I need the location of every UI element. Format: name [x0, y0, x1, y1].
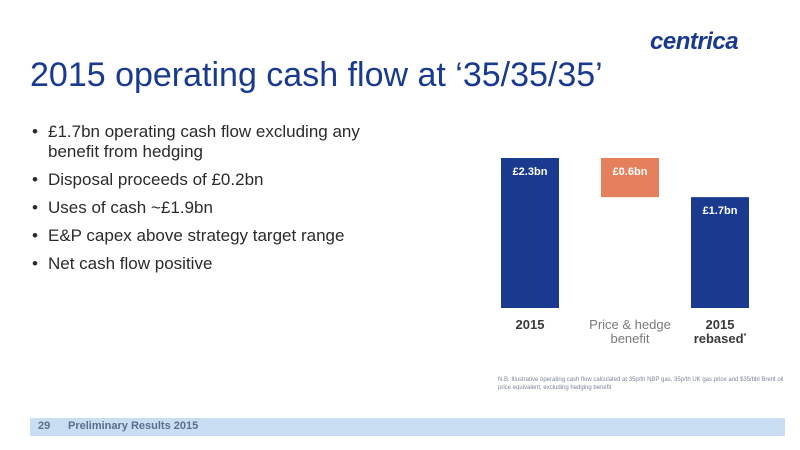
- bullet-marker: •: [32, 170, 38, 189]
- category-label: rebased*: [694, 331, 747, 346]
- bullet-item: • £1.7bn operating cash flow excluding an…: [32, 122, 360, 161]
- bullet-marker: •: [32, 254, 38, 273]
- category-label: 2015: [706, 317, 735, 332]
- bar-1: [501, 158, 559, 308]
- bar-2: [601, 158, 659, 198]
- category-label: 2015: [516, 317, 545, 332]
- data-label: £0.6bn: [613, 166, 648, 178]
- bar-3: [691, 197, 749, 308]
- bullet-item: • Net cash flow positive: [32, 254, 213, 273]
- data-label: £2.3bn: [513, 166, 548, 178]
- bullet-item: • E&P capex above strategy target range: [32, 226, 345, 245]
- bullet-marker: •: [32, 198, 38, 217]
- bullet-item: • Uses of cash ~£1.9bn: [32, 198, 213, 217]
- slide-title: 2015 operating cash flow at ‘35/35/35’: [30, 56, 603, 94]
- bullet-marker: •: [32, 122, 38, 141]
- page-number: 29: [38, 420, 51, 432]
- footer-bar: 29 Preliminary Results 2015: [30, 418, 785, 436]
- category-label: Price & hedge: [589, 317, 671, 332]
- category-label: benefit: [610, 331, 649, 346]
- centrica-logo: centrica: [650, 28, 739, 55]
- bullet-item: • Disposal proceeds of £0.2bn: [32, 170, 264, 189]
- footnote: N.B. Illustrative operating cash flow ca…: [498, 377, 784, 391]
- footer-text: Preliminary Results 2015: [68, 420, 199, 432]
- data-label: £1.7bn: [703, 205, 738, 217]
- bullet-list: • £1.7bn operating cash flow excluding an…: [32, 122, 412, 282]
- bullet-marker: •: [32, 226, 38, 245]
